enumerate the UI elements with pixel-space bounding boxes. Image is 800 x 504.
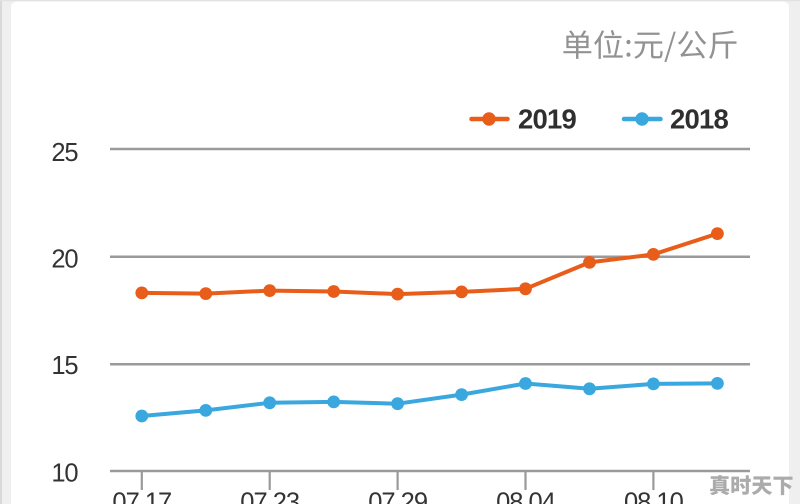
svg-text:2018: 2018 xyxy=(670,104,728,135)
svg-text:07.23: 07.23 xyxy=(240,489,300,504)
svg-text:08.04: 08.04 xyxy=(496,489,556,504)
svg-text:15: 15 xyxy=(51,352,78,380)
svg-text:08.10: 08.10 xyxy=(624,489,684,504)
svg-text:2019: 2019 xyxy=(518,104,576,135)
svg-text:25: 25 xyxy=(51,139,78,167)
svg-text:07.29: 07.29 xyxy=(368,489,427,504)
svg-text:07.17: 07.17 xyxy=(112,489,171,504)
svg-text:10: 10 xyxy=(51,460,78,488)
svg-text:20: 20 xyxy=(51,245,78,273)
